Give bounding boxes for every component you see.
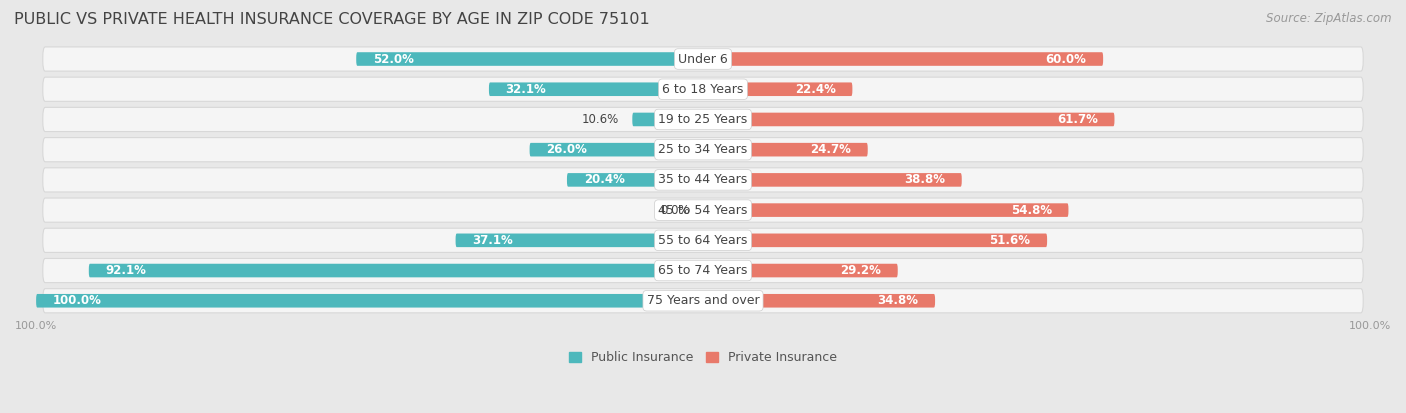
Text: 61.7%: 61.7%: [1057, 113, 1098, 126]
FancyBboxPatch shape: [456, 233, 703, 247]
FancyBboxPatch shape: [703, 143, 868, 157]
Text: 38.8%: 38.8%: [904, 173, 945, 186]
FancyBboxPatch shape: [489, 83, 703, 96]
FancyBboxPatch shape: [530, 143, 703, 157]
FancyBboxPatch shape: [703, 294, 935, 308]
FancyBboxPatch shape: [42, 107, 1364, 132]
Text: 22.4%: 22.4%: [794, 83, 835, 96]
Text: 54.8%: 54.8%: [1011, 204, 1052, 216]
FancyBboxPatch shape: [703, 203, 1069, 217]
Text: 32.1%: 32.1%: [506, 83, 547, 96]
Legend: Public Insurance, Private Insurance: Public Insurance, Private Insurance: [568, 351, 838, 364]
Text: 51.6%: 51.6%: [990, 234, 1031, 247]
FancyBboxPatch shape: [42, 138, 1364, 162]
FancyBboxPatch shape: [42, 47, 1364, 71]
Text: 35 to 44 Years: 35 to 44 Years: [658, 173, 748, 186]
Text: 92.1%: 92.1%: [105, 264, 146, 277]
FancyBboxPatch shape: [703, 264, 897, 278]
FancyBboxPatch shape: [42, 77, 1364, 101]
FancyBboxPatch shape: [89, 264, 703, 278]
Text: 65 to 74 Years: 65 to 74 Years: [658, 264, 748, 277]
Text: PUBLIC VS PRIVATE HEALTH INSURANCE COVERAGE BY AGE IN ZIP CODE 75101: PUBLIC VS PRIVATE HEALTH INSURANCE COVER…: [14, 12, 650, 27]
FancyBboxPatch shape: [42, 228, 1364, 252]
Text: 100.0%: 100.0%: [53, 294, 101, 307]
FancyBboxPatch shape: [703, 233, 1047, 247]
Text: 19 to 25 Years: 19 to 25 Years: [658, 113, 748, 126]
Text: 25 to 34 Years: 25 to 34 Years: [658, 143, 748, 156]
Text: 29.2%: 29.2%: [841, 264, 882, 277]
Text: 26.0%: 26.0%: [547, 143, 588, 156]
Text: 37.1%: 37.1%: [472, 234, 513, 247]
Text: Under 6: Under 6: [678, 52, 728, 66]
Text: 0.0%: 0.0%: [659, 204, 690, 216]
Text: 52.0%: 52.0%: [373, 52, 413, 66]
FancyBboxPatch shape: [42, 259, 1364, 282]
Text: 24.7%: 24.7%: [810, 143, 851, 156]
Text: 60.0%: 60.0%: [1046, 52, 1087, 66]
Text: 45 to 54 Years: 45 to 54 Years: [658, 204, 748, 216]
FancyBboxPatch shape: [633, 113, 703, 126]
Text: 75 Years and over: 75 Years and over: [647, 294, 759, 307]
Text: Source: ZipAtlas.com: Source: ZipAtlas.com: [1267, 12, 1392, 25]
FancyBboxPatch shape: [703, 173, 962, 187]
Text: 6 to 18 Years: 6 to 18 Years: [662, 83, 744, 96]
FancyBboxPatch shape: [703, 83, 852, 96]
FancyBboxPatch shape: [567, 173, 703, 187]
Text: 20.4%: 20.4%: [583, 173, 624, 186]
FancyBboxPatch shape: [703, 52, 1104, 66]
Text: 55 to 64 Years: 55 to 64 Years: [658, 234, 748, 247]
FancyBboxPatch shape: [42, 168, 1364, 192]
Text: 34.8%: 34.8%: [877, 294, 918, 307]
Text: 10.6%: 10.6%: [582, 113, 619, 126]
FancyBboxPatch shape: [703, 113, 1115, 126]
FancyBboxPatch shape: [356, 52, 703, 66]
FancyBboxPatch shape: [37, 294, 703, 308]
FancyBboxPatch shape: [42, 289, 1364, 313]
FancyBboxPatch shape: [42, 198, 1364, 222]
